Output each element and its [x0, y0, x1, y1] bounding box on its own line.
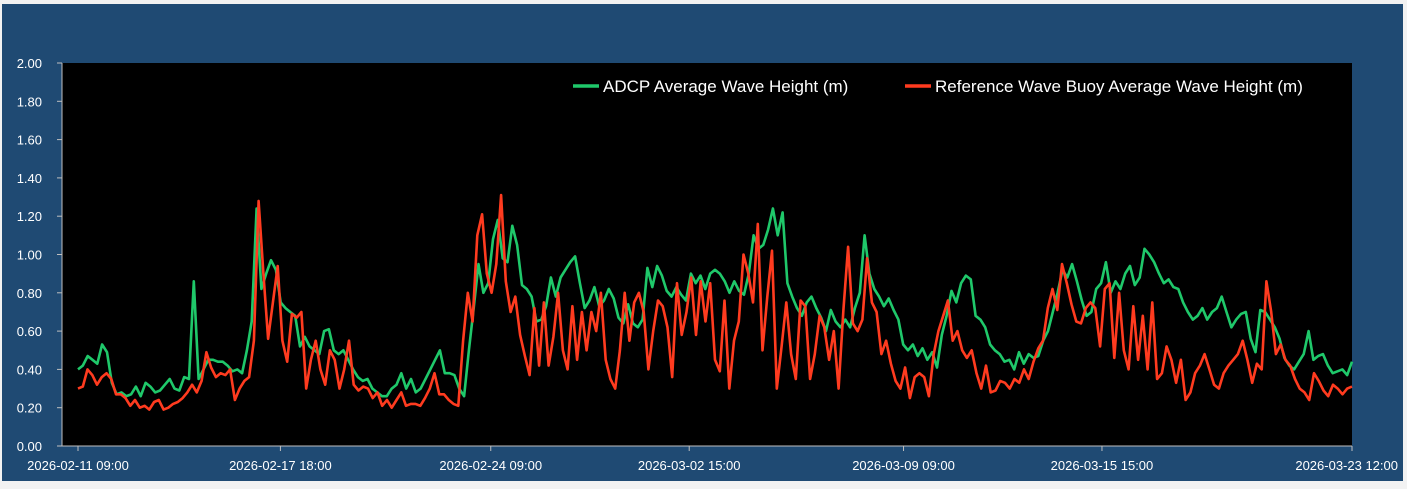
right-border: [1403, 0, 1407, 489]
adcp-series-line: [77, 207, 1354, 398]
legend-label-buoy: Reference Wave Buoy Average Wave Height …: [935, 77, 1303, 96]
top-border: [0, 0, 1407, 4]
x-tick-label: 2026-03-15 15:00: [1051, 458, 1154, 473]
plot-area: [62, 63, 1352, 446]
series-layer: [77, 193, 1354, 411]
buoy-series-line: [77, 193, 1353, 411]
y-tick-label: 0.80: [17, 286, 42, 301]
x-tick-label: 2026-02-11 09:00: [27, 458, 129, 473]
left-border: [0, 0, 2, 489]
y-tick-label: 1.80: [17, 94, 42, 109]
y-tick-label: 1.20: [17, 209, 42, 224]
x-tick-label: 2026-02-17 18:00: [229, 458, 332, 473]
y-tick-label: 2.00: [17, 56, 42, 71]
x-tick-label: 2026-03-09 09:00: [852, 458, 955, 473]
y-axis: 0.00 0.20 0.40 0.60 0.80 1.00 1.20 1.40 1.60 1.80…: [17, 56, 63, 454]
y-tick-label: 0.60: [17, 324, 42, 339]
x-tick-label: 2026-03-02 15:00: [638, 458, 741, 473]
legend: ADCP Average Wave Height (m) Reference W…: [573, 77, 1303, 96]
y-tick-label: 0.40: [17, 362, 42, 377]
y-tick-label: 1.40: [17, 171, 42, 186]
y-tick-label: 1.00: [17, 248, 42, 263]
y-tick-label: 1.60: [17, 133, 42, 148]
x-axis: 2026-02-11 09:00 2026-02-17 18:00 2026-02-…: [27, 445, 1398, 473]
legend-label-adcp: ADCP Average Wave Height (m): [603, 77, 848, 96]
y-tick-label: 0.20: [17, 401, 42, 416]
bottom-border: [0, 481, 1407, 489]
x-tick-label: 2026-03-23 12:00: [1295, 458, 1398, 473]
y-tick-label: 0.00: [17, 439, 42, 454]
x-tick-label: 2026-02-24 09:00: [439, 458, 542, 473]
